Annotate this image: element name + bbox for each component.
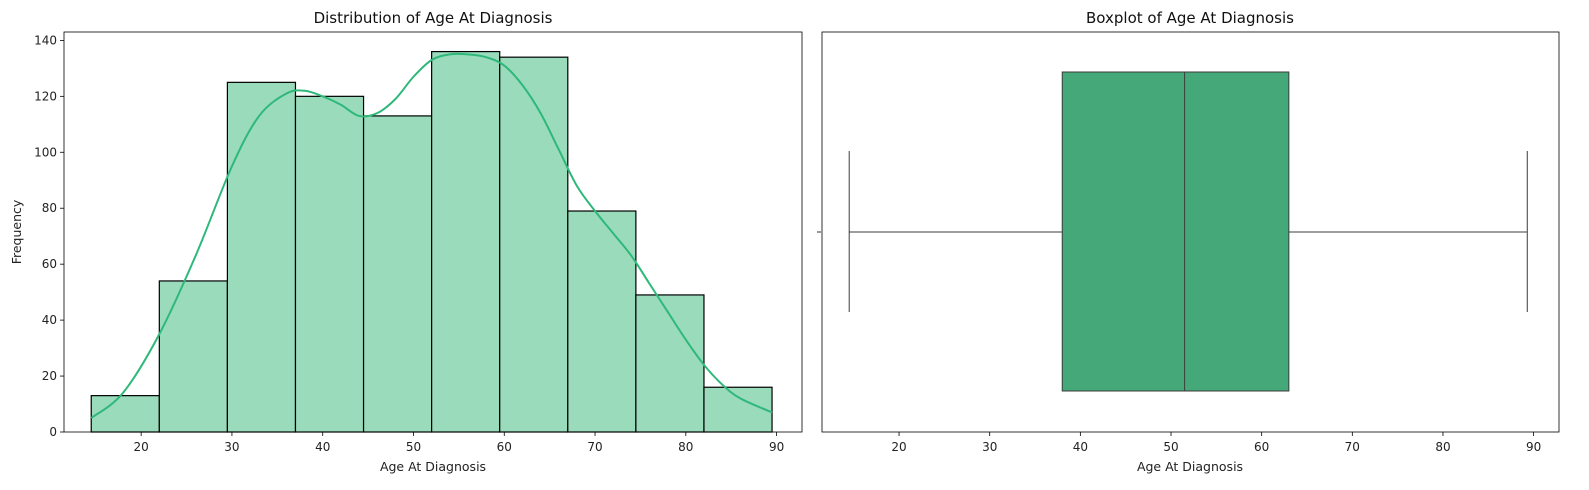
x-tick-label: 70 [1345, 440, 1360, 454]
histogram-title: Distribution of Age At Diagnosis [314, 9, 553, 27]
x-tick-label: 20 [891, 440, 906, 454]
y-tick-label: 120 [34, 89, 57, 103]
x-tick-label: 40 [315, 440, 330, 454]
boxplot-x-ticks: 20 30 40 50 60 70 80 90 [891, 432, 1541, 454]
y-tick-label: 100 [34, 145, 57, 159]
boxplot [848, 71, 1528, 392]
x-tick-label: 30 [224, 440, 239, 454]
x-tick-label: 30 [982, 440, 997, 454]
iqr-box [1061, 71, 1290, 392]
kde-curve [90, 52, 773, 419]
boxplot-panel: Boxplot of Age At Diagnosis 20 30 40 50 60 70… [817, 9, 1560, 474]
histogram-bar [635, 294, 705, 433]
histogram-y-ticks: 0 20 40 60 80 100 120 140 [34, 33, 64, 439]
histogram-bar [294, 95, 365, 433]
histogram-x-label: Age At Diagnosis [380, 459, 486, 474]
histogram-panel: Distribution of Age At Diagnosis 20 30 40 5… [9, 9, 803, 474]
histogram-bar [567, 210, 637, 433]
boxplot-x-label: Age At Diagnosis [1137, 459, 1243, 474]
x-tick-label: 90 [769, 440, 784, 454]
x-tick-label: 90 [1526, 440, 1541, 454]
y-tick-label: 40 [42, 313, 57, 327]
x-tick-label: 60 [497, 440, 512, 454]
x-tick-label: 70 [587, 440, 602, 454]
histogram-x-ticks: 20 30 40 50 60 70 80 90 [134, 432, 784, 454]
x-tick-label: 50 [406, 440, 421, 454]
x-tick-label: 80 [678, 440, 693, 454]
histogram-bars [90, 50, 773, 433]
x-tick-label: 50 [1163, 440, 1178, 454]
histogram-y-label: Frequency [9, 199, 24, 264]
histogram-bar [158, 280, 228, 433]
histogram-bar [703, 386, 773, 433]
x-tick-label: 40 [1073, 440, 1088, 454]
x-tick-label: 60 [1254, 440, 1269, 454]
histogram-bar [362, 115, 433, 433]
y-tick-label: 0 [49, 425, 57, 439]
histogram-bar [90, 395, 160, 433]
y-tick-label: 80 [42, 201, 57, 215]
y-tick-label: 60 [42, 257, 57, 271]
histogram-bar [431, 50, 501, 433]
histogram-axes-frame [63, 31, 803, 433]
boxplot-axes-frame [821, 31, 1560, 433]
y-tick-label: 20 [42, 369, 57, 383]
y-tick-label: 140 [34, 33, 57, 47]
x-tick-label: 20 [134, 440, 149, 454]
x-tick-label: 80 [1435, 440, 1450, 454]
boxplot-title: Boxplot of Age At Diagnosis [1086, 9, 1294, 27]
histogram-bar [499, 56, 569, 433]
histogram-bar [226, 81, 297, 433]
